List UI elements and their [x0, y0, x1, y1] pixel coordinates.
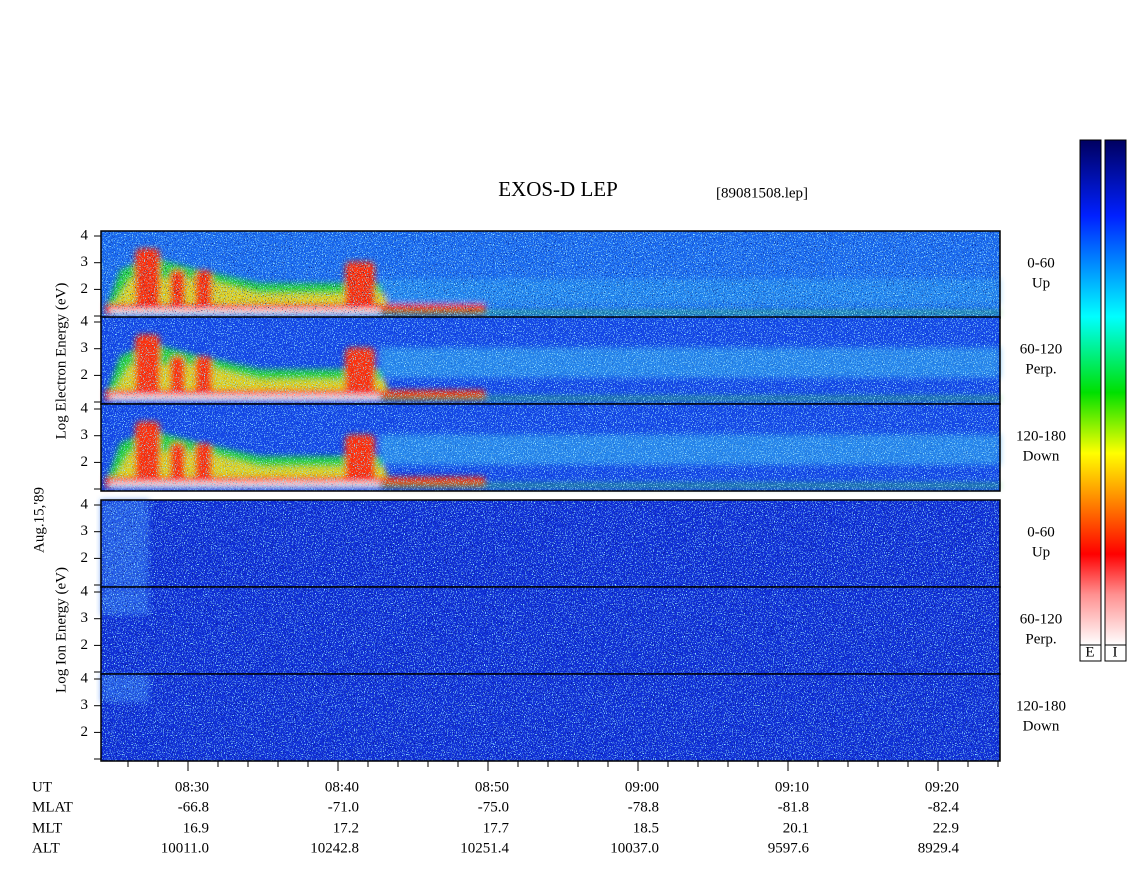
orbit-value: 09:00 [625, 779, 659, 795]
orbit-value: -81.8 [778, 799, 809, 815]
colorbar-box [1079, 644, 1102, 662]
orbit-value: 10242.8 [310, 840, 359, 856]
panel-range: 120-180 [1016, 698, 1066, 714]
orbit-value: 8929.4 [918, 840, 960, 856]
title: EXOS-D LEP [498, 177, 618, 201]
y-tick-label: 2 [81, 724, 89, 740]
panel-direction: Perp. [1025, 361, 1056, 377]
speckle-dark [101, 317, 1000, 404]
orbit-value: 10011.0 [161, 840, 209, 856]
spectrogram-panel [101, 231, 1000, 318]
colorbar-box [1104, 644, 1127, 662]
colorbar [1104, 139, 1127, 646]
y-tick-label: 2 [81, 367, 89, 383]
panel-direction: Perp. [1025, 631, 1056, 647]
electron-axis-label: Log Electron Energy (eV) [53, 283, 69, 440]
orbit-value: 09:10 [775, 779, 809, 795]
spectrogram-panel [101, 587, 1000, 674]
y-tick-label: 3 [81, 340, 89, 356]
row-label: MLT [32, 820, 62, 836]
orbit-value: 08:40 [325, 779, 359, 795]
panel-direction: Up [1032, 544, 1050, 560]
y-tick-label: 4 [81, 670, 89, 686]
y-tick-label: 4 [81, 400, 89, 416]
speckle-dark [101, 587, 1000, 674]
orbit-value: 10251.4 [460, 840, 509, 856]
orbit-value: 22.9 [933, 820, 959, 836]
row-label: MLAT [32, 799, 73, 815]
y-tick-label: 3 [81, 610, 89, 626]
panel-range: 60-120 [1020, 341, 1063, 357]
colorbar-label: I [1113, 644, 1118, 660]
panel-range: 60-120 [1020, 611, 1063, 627]
y-tick-label: 4 [81, 313, 89, 329]
panel-range: 0-60 [1027, 255, 1055, 271]
row-label: ALT [32, 840, 60, 856]
orbit-value: -82.4 [928, 799, 960, 815]
panel-direction: Down [1023, 718, 1060, 734]
orbit-value: 09:20 [925, 779, 959, 795]
y-tick-label: 3 [81, 427, 89, 443]
spectrogram-panel [101, 404, 1000, 491]
panel-direction: Up [1032, 275, 1050, 291]
orbit-value: -75.0 [478, 799, 509, 815]
panel-frame [100, 403, 1001, 492]
speckle-dark [101, 500, 1000, 587]
panel-range: 0-60 [1027, 524, 1055, 540]
y-tick-label: 4 [81, 496, 89, 512]
orbit-value: 18.5 [633, 820, 659, 836]
y-tick-label: 3 [81, 697, 89, 713]
orbit-value: 20.1 [783, 820, 809, 836]
panel-direction: Down [1023, 448, 1060, 464]
file-name: [89081508.lep] [716, 185, 808, 201]
y-tick-label: 3 [81, 254, 89, 270]
orbit-value: 08:50 [475, 779, 509, 795]
y-tick-label: 2 [81, 550, 89, 566]
orbit-value: 17.2 [333, 820, 359, 836]
orbit-value: 10037.0 [610, 840, 659, 856]
speckle-dark [101, 674, 1000, 761]
orbit-value: 17.7 [483, 820, 510, 836]
speckle-dark [101, 404, 1000, 491]
orbit-value: -71.0 [328, 799, 359, 815]
orbit-value: 08:30 [175, 779, 209, 795]
row-label: UT [32, 779, 52, 795]
speckle-dark [101, 231, 1000, 318]
y-tick-label: 2 [81, 637, 89, 653]
y-tick-label: 2 [81, 454, 89, 470]
y-tick-label: 3 [81, 523, 89, 539]
colorbar-label: E [1085, 644, 1094, 660]
panel-range: 120-180 [1016, 428, 1066, 444]
orbit-value: 16.9 [183, 820, 209, 836]
y-tick-label: 4 [81, 583, 89, 599]
date-label: Aug.15,'89 [31, 487, 47, 553]
y-tick-label: 4 [81, 227, 89, 243]
ion-axis-label: Log Ion Energy (eV) [53, 567, 69, 693]
orbit-value: -78.8 [628, 799, 659, 815]
colorbar [1079, 139, 1102, 646]
spectrogram-panel [101, 674, 1000, 761]
y-tick-label: 2 [81, 281, 89, 297]
panel-frame [100, 673, 1001, 762]
orbit-value: -66.8 [178, 799, 209, 815]
spectrogram-panel [101, 317, 1000, 404]
spectrogram-panel [101, 500, 1000, 587]
orbit-value: 9597.6 [768, 840, 810, 856]
